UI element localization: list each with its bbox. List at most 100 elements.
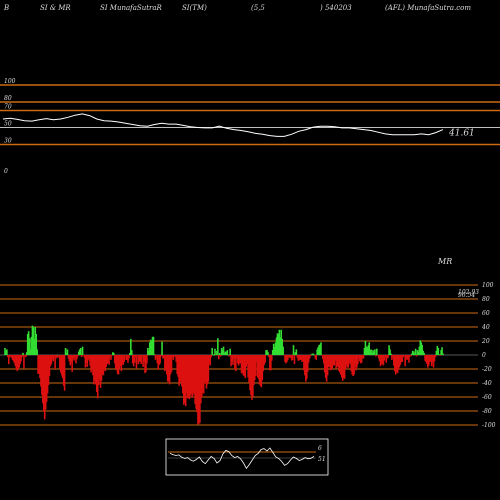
- mrsi-bar: [57, 355, 59, 356]
- mrsi-bar: [252, 355, 254, 397]
- mrsi-bar: [240, 355, 243, 374]
- mrsi-bar: [98, 355, 101, 380]
- mrsi-bar: [423, 352, 425, 355]
- mrsi-bar: [281, 338, 283, 355]
- mrsi-bar: [266, 350, 268, 355]
- mrsi-bar: [293, 355, 296, 365]
- mrsi-bar: [95, 355, 98, 393]
- mrsi-bar: [268, 355, 270, 358]
- mrsi-bar: [359, 355, 362, 364]
- mrsi-bar: [263, 355, 266, 365]
- mrsi-bar: [209, 355, 212, 366]
- mrsi-bar: [94, 355, 96, 381]
- mrsi-bar: [230, 355, 232, 367]
- mini-panel: 6 51: [165, 438, 329, 476]
- mrsi-bar: [299, 355, 301, 360]
- mrsi-bar: [311, 353, 314, 355]
- mrsi-bar: [213, 355, 215, 356]
- mrsi-bar: [233, 355, 235, 359]
- mrsi-bar: [340, 355, 343, 378]
- mrsi-bar: [14, 355, 17, 367]
- mrsi-bar: [7, 355, 10, 365]
- mrsi-bar: [357, 355, 359, 365]
- header-item-3: SI(TM): [182, 4, 207, 12]
- mrsi-bar: [400, 355, 403, 362]
- mrsi-bar: [247, 355, 249, 378]
- mrsi-bar: [344, 355, 347, 369]
- mrsi-bar: [288, 355, 290, 358]
- mrsi-bar: [397, 355, 400, 370]
- mrsi-bar: [153, 354, 156, 355]
- mrsi-bar: [343, 355, 346, 379]
- mrsi-bar: [204, 355, 207, 384]
- mrsi-bar: [319, 344, 321, 355]
- mrsi-bar: [237, 355, 240, 366]
- mrsi-bar: [327, 355, 330, 367]
- mrsi-bar: [171, 355, 174, 358]
- mrsi-bar: [12, 355, 15, 362]
- mrsi-bar: [396, 355, 399, 374]
- mrsi-bar: [305, 355, 307, 382]
- mrsi-bar: [205, 355, 208, 389]
- mrsi-bar: [261, 355, 264, 381]
- mrsi-bar: [33, 338, 36, 355]
- mrsi-bar: [358, 355, 361, 362]
- mrsi-bar: [341, 355, 344, 381]
- mrsi-tick-label: -100: [482, 422, 496, 429]
- mrsi-bar: [84, 355, 87, 368]
- mrsi-bar: [176, 355, 178, 374]
- mrsi-bar: [434, 355, 437, 358]
- mrsi-annotation-1: 102.93: [458, 289, 479, 296]
- mrsi-bar: [188, 355, 191, 400]
- mrsi-bar: [407, 355, 409, 360]
- mrsi-bar: [284, 355, 286, 362]
- mrsi-bar: [339, 355, 341, 373]
- mrsi-bar: [253, 355, 256, 381]
- mrsi-bar: [193, 355, 195, 395]
- mrsi-bar: [285, 355, 287, 364]
- mrsi-tick-label: 100: [482, 282, 494, 289]
- header-item-1: SI & MR: [40, 4, 71, 12]
- mrsi-bar: [165, 355, 168, 375]
- mrsi-bar: [114, 355, 117, 369]
- mrsi-bar: [270, 355, 273, 361]
- mrsi-bar: [37, 355, 39, 374]
- mrsi-bar: [190, 355, 193, 394]
- mrsi-bar: [64, 348, 67, 355]
- mrsi-bar: [35, 334, 38, 355]
- mrsi-bar: [148, 342, 151, 355]
- mrsi-bar: [368, 342, 371, 355]
- mrsi-bar: [393, 355, 396, 372]
- mrsi-bar: [80, 355, 83, 358]
- mrsi-bar: [103, 355, 106, 369]
- mrsi-bar: [185, 355, 188, 393]
- mrsi-bar: [46, 355, 49, 394]
- mrsi-bar: [54, 355, 56, 369]
- mrsi-bar: [307, 355, 310, 363]
- mrsi-bar: [346, 355, 349, 368]
- rsi-panel: 100 80 70 50 30 0 41.61: [0, 78, 500, 175]
- mrsi-bar: [267, 352, 269, 355]
- mrsi-bar: [364, 341, 367, 355]
- mrsi-bar: [189, 355, 192, 396]
- mrsi-bar: [17, 355, 20, 369]
- mrsi-bar: [42, 355, 45, 411]
- mrsi-bar: [224, 351, 227, 355]
- mrsi-bar: [272, 343, 275, 355]
- mrsi-bar: [25, 355, 27, 358]
- mrsi-bar: [203, 355, 206, 383]
- mrsi-bar: [316, 349, 318, 355]
- mrsi-bar: [375, 355, 377, 357]
- mrsi-bar: [48, 355, 51, 376]
- mrsi-bar: [20, 355, 22, 362]
- mrsi-bar: [208, 355, 211, 364]
- mrsi-bar: [386, 355, 388, 359]
- mrsi-bar: [294, 352, 297, 355]
- mrsi-bar: [228, 355, 230, 357]
- mrsi-bar: [44, 355, 47, 410]
- mrsi-bar: [379, 355, 382, 367]
- mrsi-bar: [306, 355, 309, 372]
- mrsi-bar: [218, 352, 221, 355]
- mrsi-bar: [38, 355, 40, 374]
- mrsi-bar: [409, 355, 411, 357]
